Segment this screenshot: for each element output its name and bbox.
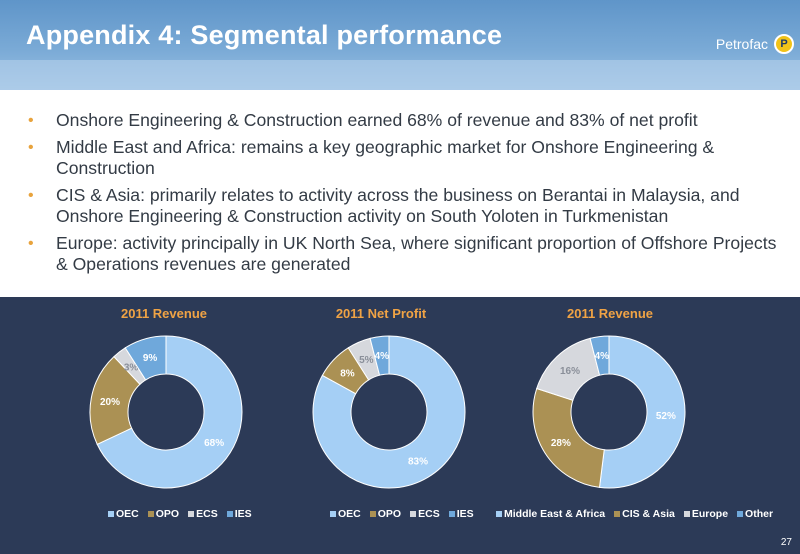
legend-label: OEC <box>116 508 139 520</box>
data-label: 52% <box>656 411 676 422</box>
legend-label: CIS & Asia <box>622 508 675 520</box>
legend-swatch-icon <box>147 511 154 517</box>
data-label: 20% <box>100 397 120 408</box>
legend-label: ECS <box>418 508 440 520</box>
legend-revenue-geography: Middle East & Africa CIS & Asia Europe Othe… <box>496 508 773 520</box>
legend-item: Other <box>737 508 773 520</box>
donut-slice-oec <box>312 335 466 489</box>
data-label: 8% <box>340 368 355 379</box>
bullet-dot-icon: • <box>28 187 34 204</box>
donut-slice-other <box>589 335 610 376</box>
legend-label: OPO <box>377 508 402 520</box>
bullet-dot-icon: • <box>28 235 34 252</box>
data-label: 3% <box>124 362 139 373</box>
bullet-item: • CIS & Asia: primarily relates to activi… <box>26 185 786 227</box>
legend-item: IES <box>448 508 474 520</box>
donut-slice-ies <box>124 335 167 381</box>
data-label: 16% <box>560 366 580 377</box>
bullet-text: Europe: activity principally in UK North… <box>56 233 777 274</box>
chart-title-revenue-geography: 2011 Revenue <box>566 306 653 321</box>
bullet-list: • Onshore Engineering & Construction earn… <box>26 110 786 281</box>
legend-swatch-icon <box>369 511 376 517</box>
legend-label: Europe <box>691 508 729 520</box>
legend-swatch-icon <box>496 511 502 517</box>
slide-header: Appendix 4: Segmental performance Petrof… <box>0 0 800 90</box>
legend-item: OPO <box>147 508 180 520</box>
legend-item: IES <box>226 508 252 520</box>
bullet-text: Middle East and Africa: remains a key ge… <box>56 137 715 178</box>
donut-chart-revenue-segment: 68% 20% 3% 9% <box>89 335 243 489</box>
legend-item: ECS <box>188 508 218 520</box>
legend-swatch-icon <box>448 511 455 517</box>
data-label: 4% <box>375 351 390 362</box>
data-label: 68% <box>204 438 224 449</box>
legend-swatch-icon <box>330 511 336 517</box>
legend-item: OEC <box>330 508 361 520</box>
legend-swatch-icon <box>226 511 233 517</box>
petrofac-logo: Petrofac P <box>716 34 794 54</box>
bullet-item: • Middle East and Africa: remains a key g… <box>26 137 786 179</box>
bullet-text: Onshore Engineering & Construction earne… <box>56 110 698 130</box>
legend-item: OPO <box>369 508 402 520</box>
bullet-item: • Europe: activity principally in UK Nort… <box>26 233 786 275</box>
page-number: 27 <box>780 537 792 548</box>
legend-label: Middle East & Africa <box>504 508 606 520</box>
donut-slice-middle-east-africa <box>598 335 686 489</box>
donut-chart-revenue-geography: 52% 28% 16% 4% <box>532 335 686 489</box>
legend-net-profit: OEC OPO ECS IES <box>330 508 474 520</box>
legend-item: CIS & Asia <box>614 508 675 520</box>
donut-slice-ies <box>369 335 390 376</box>
donut-slice-oec <box>96 335 243 489</box>
legend-swatch-icon <box>683 511 690 517</box>
data-label: 9% <box>143 353 158 364</box>
legend-label: Other <box>745 508 774 520</box>
data-label: 83% <box>408 457 428 468</box>
chart-title-revenue-segment: 2011 Revenue <box>120 306 207 321</box>
legend-label: OPO <box>155 508 180 520</box>
bullet-item: • Onshore Engineering & Construction earn… <box>26 110 786 131</box>
legend-item: ECS <box>410 508 440 520</box>
legend-item: Europe <box>683 508 729 520</box>
donut-slice-cis-asia <box>532 387 605 488</box>
donut-chart-net-profit: 83% 8% 5% 4% <box>312 335 466 489</box>
legend-item: OEC <box>108 508 139 520</box>
legend-label: OEC <box>338 508 361 520</box>
legend-label: IES <box>456 508 474 520</box>
legend-revenue-segment: OEC OPO ECS IES <box>108 508 252 520</box>
data-label: 4% <box>595 351 610 362</box>
chart-title-net-profit: 2011 Net Profit <box>335 306 427 321</box>
legend-swatch-icon <box>737 511 744 517</box>
legend-swatch-icon <box>410 511 417 517</box>
legend-swatch-icon <box>188 511 195 517</box>
data-label: 28% <box>551 438 571 449</box>
legend-swatch-icon <box>108 511 114 517</box>
bullet-dot-icon: • <box>28 112 34 129</box>
bullet-dot-icon: • <box>28 139 34 156</box>
slide-title: Appendix 4: Segmental performance <box>26 20 503 50</box>
legend-item: Middle East & Africa <box>496 508 605 520</box>
header-band <box>0 60 800 90</box>
legend-label: IES <box>234 508 252 520</box>
legend-label: ECS <box>196 508 218 520</box>
logo-text: Petrofac <box>715 36 768 52</box>
bullet-text: CIS & Asia: primarily relates to activit… <box>56 185 740 226</box>
chart-panel: 2011 Revenue 68% 20% 3% 9% OEC OPO ECS IES 201… <box>0 297 800 554</box>
logo-mark-icon: P <box>774 34 794 54</box>
legend-swatch-icon <box>614 511 621 517</box>
data-label: 5% <box>359 355 374 366</box>
